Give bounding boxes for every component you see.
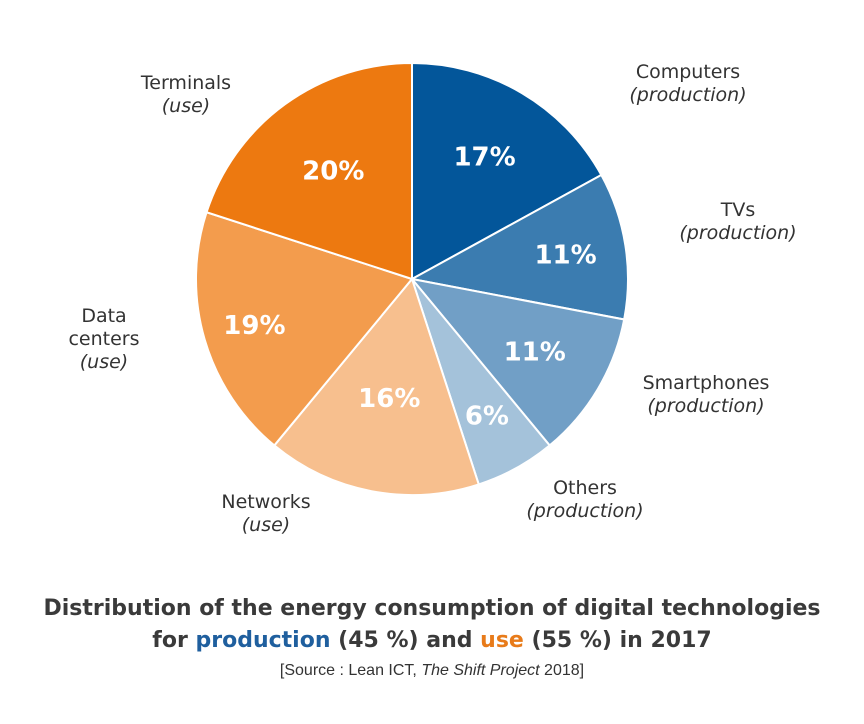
chart-title-line-1: Distribution of the energy consumption o…	[0, 596, 864, 621]
title-prefix: for	[152, 628, 196, 653]
category-tag: (use)	[242, 514, 290, 536]
category-label: Networks(use)	[221, 491, 310, 536]
slice-percent-label: 16%	[358, 384, 420, 414]
chart-source: [Source : Lean ICT, The Shift Project 20…	[0, 662, 864, 680]
category-tag: (production)	[647, 395, 764, 417]
category-name: Networks	[221, 491, 310, 513]
category-tag: (use)	[162, 95, 210, 117]
title-middle: (45 %) and	[330, 628, 481, 653]
title-suffix: (55 %) in 2017	[523, 628, 712, 653]
category-name: Data	[81, 305, 126, 327]
slice-percent-label: 20%	[302, 157, 364, 187]
pie-slice-computers	[411, 61, 603, 281]
category-name: Others	[553, 477, 617, 499]
category-tag: (production)	[629, 84, 746, 106]
slice-percent-label: 11%	[534, 241, 596, 271]
source-italic: The Shift Project	[421, 662, 540, 679]
category-name: Terminals	[140, 72, 231, 94]
pie-slices	[195, 61, 629, 496]
slice-percent-label: 17%	[453, 142, 515, 172]
category-label: TVs(production)	[679, 199, 796, 244]
pie-category-labels: Computers(production)TVs(production)Smar…	[68, 61, 796, 536]
pie-slice-labels: 17% 11% 11% 6% 16% 19% 20%	[223, 142, 596, 431]
pie-slice-data-centers	[195, 210, 414, 447]
pie-slice-tvs	[409, 173, 629, 321]
category-name: centers	[68, 328, 139, 350]
chart-title-line-2: for production (45 %) and use (55 %) in …	[0, 628, 864, 653]
category-name: Computers	[636, 61, 740, 83]
title-production-word: production	[195, 628, 331, 653]
category-label: Terminals(use)	[140, 72, 231, 117]
category-label: Smartphones(production)	[643, 372, 770, 417]
category-name: Smartphones	[643, 372, 770, 394]
source-prefix: [Source : Lean ICT,	[279, 662, 422, 679]
category-label: Others(production)	[526, 477, 643, 522]
category-label: Computers(production)	[629, 61, 746, 106]
pie-slice-terminals	[205, 61, 413, 281]
category-name: TVs	[720, 199, 756, 221]
title-use-word: use	[480, 628, 524, 653]
category-tag: (production)	[526, 500, 643, 522]
category-tag: (production)	[679, 222, 796, 244]
category-tag: (use)	[80, 351, 128, 373]
pie-chart: 17%11%11%6%16%19%20% Computers(productio…	[68, 61, 796, 536]
chart-title-text: Distribution of the energy consumption o…	[43, 596, 821, 621]
slice-percent-label: 19%	[223, 311, 285, 341]
slice-percent-label: 11%	[504, 338, 566, 368]
source-suffix: 2018]	[539, 662, 585, 679]
pie-slice-networks	[272, 276, 481, 496]
pie-slice-smartphones	[409, 277, 626, 447]
slice-percent-label: 6%	[465, 401, 509, 431]
